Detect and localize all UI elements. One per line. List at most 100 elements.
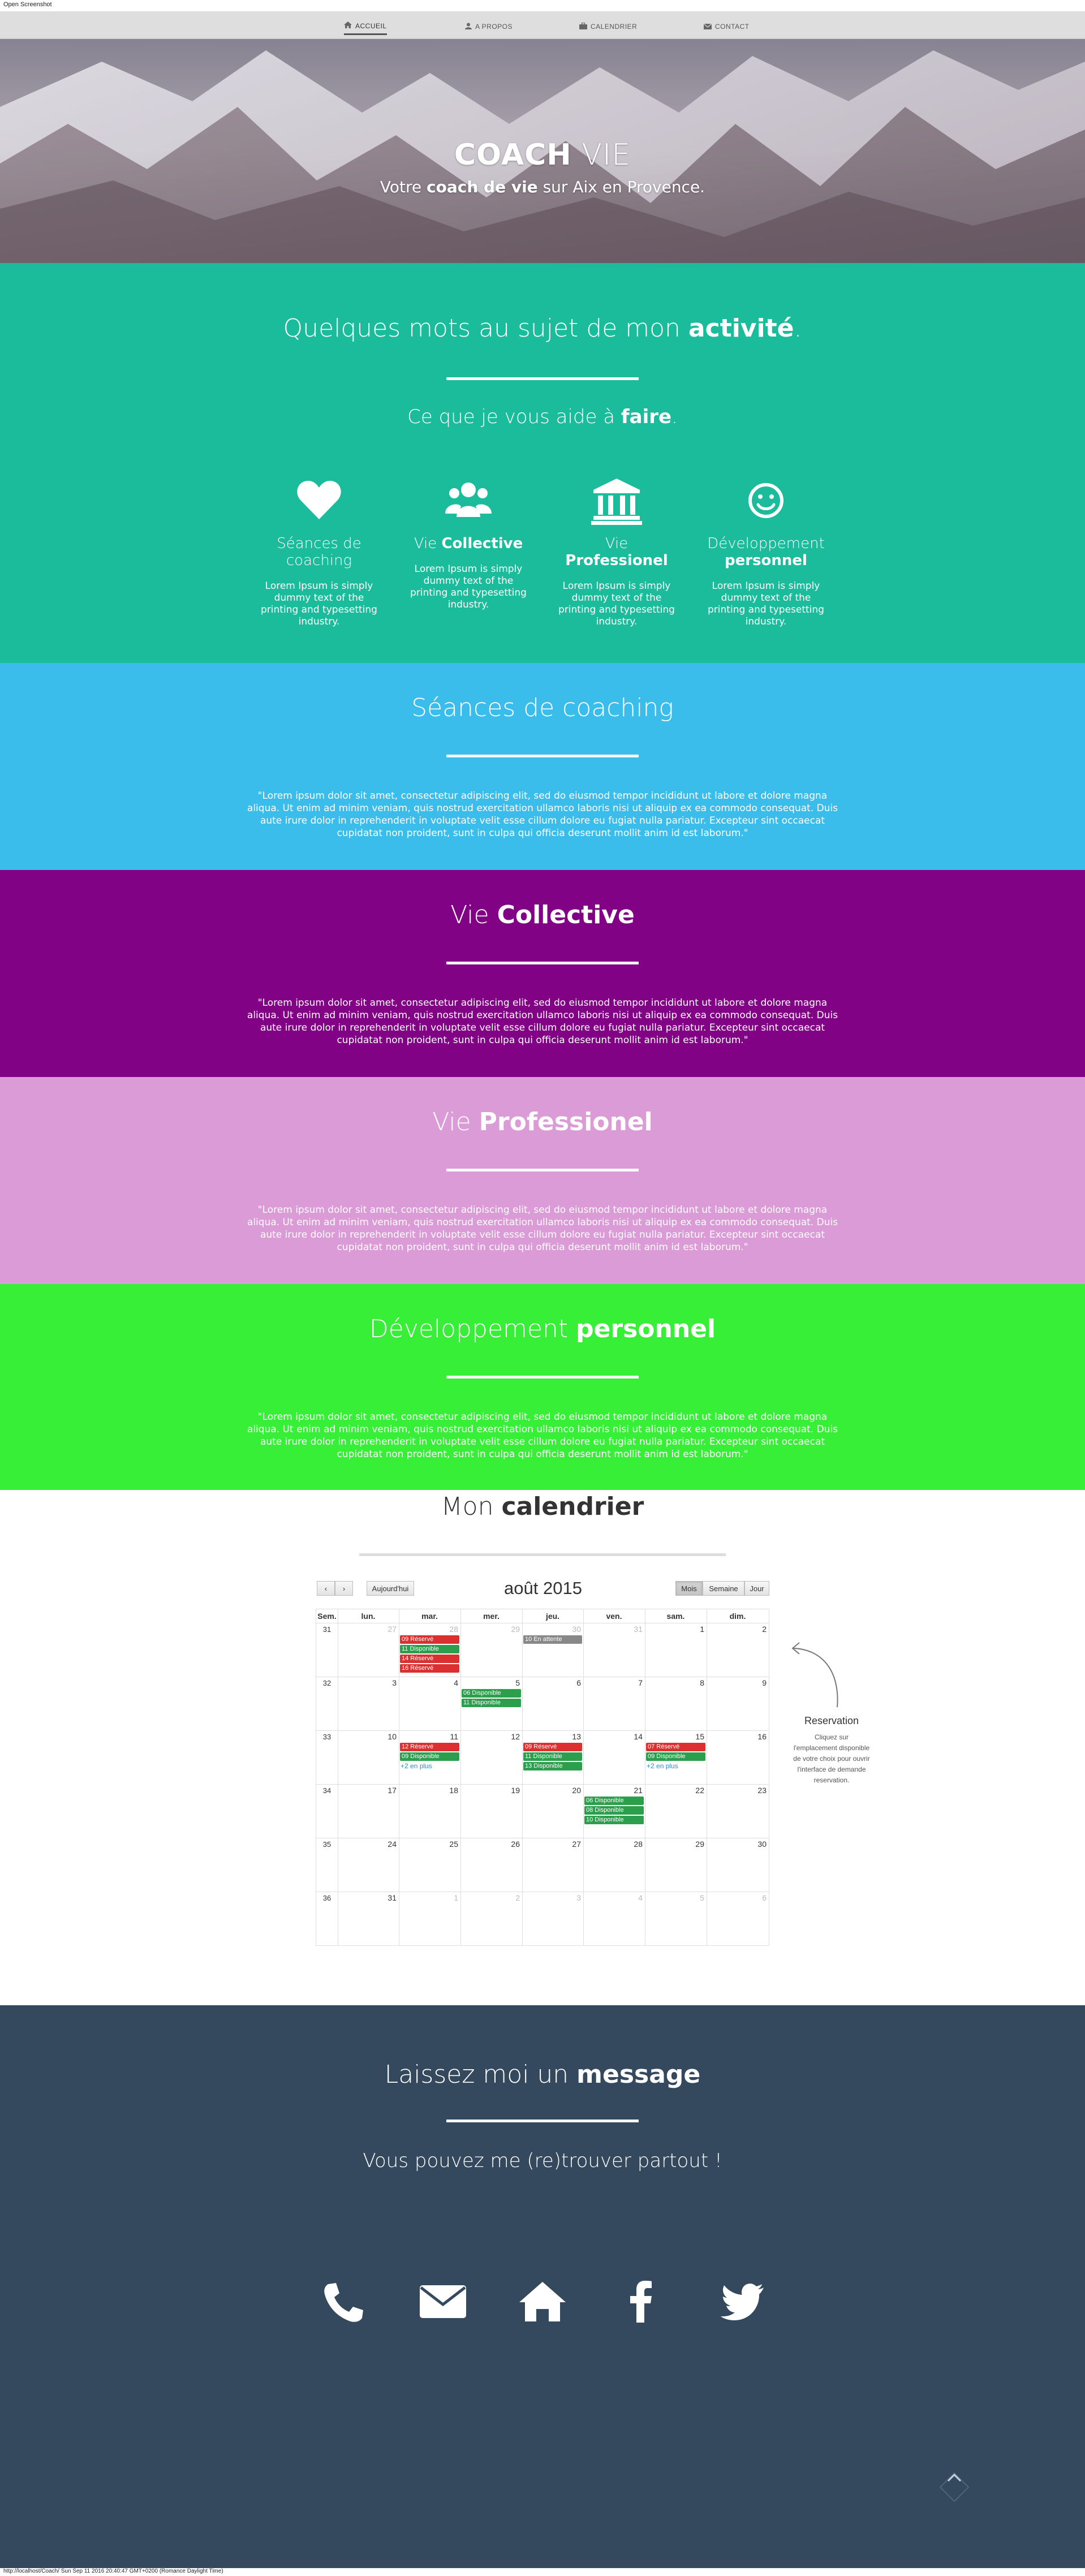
calendar-more-link[interactable]: +2 en plus [401,1762,432,1770]
calendar-next-button[interactable]: › [335,1581,353,1596]
twitter-icon[interactable] [716,2278,767,2324]
calendar-day-number[interactable]: 26 [511,1840,520,1849]
calendar-title-light: Mon [441,1492,502,1521]
calendar-day-number[interactable]: 28 [634,1840,643,1849]
collective-text: "Lorem ipsum dolor sit amet, consectetur… [247,997,838,1046]
calendar-day-number[interactable]: 5 [700,1893,704,1902]
calendar-day-number[interactable]: 14 [634,1732,643,1741]
home-icon[interactable] [517,2278,568,2324]
calendar-event[interactable]: 11 Disponible [523,1752,582,1761]
calendar-event[interactable]: 06 Disponible [584,1797,644,1805]
developpement-section: Développement personnel "Lorem ipsum dol… [0,1284,1085,1490]
calendar-day-number[interactable]: 29 [695,1840,704,1849]
calendar-view-month-button[interactable]: Mois [675,1581,703,1596]
calendar-day-number[interactable]: 17 [388,1786,397,1795]
calendar-view-day-button[interactable]: Jour [744,1581,769,1596]
feature-developpement: Développement personnel Lorem Ipsum is s… [704,475,828,628]
calendar-day-number[interactable]: 12 [511,1732,520,1741]
calendar-event[interactable]: 14 Réservé [400,1655,459,1663]
professionel-divider [446,1169,639,1171]
nav-a-propos[interactable]: A PROPOS [465,18,513,35]
calendar-day-number[interactable]: 31 [634,1625,643,1634]
calendar-day-number[interactable]: 30 [757,1840,767,1849]
calendar-event[interactable]: 06 Disponible [462,1689,521,1698]
calendar-day-number[interactable]: 27 [388,1625,397,1634]
calendar-event[interactable]: 09 Réservé [400,1635,459,1644]
calendar-day-number[interactable]: 1 [700,1625,704,1634]
calendar-day-number[interactable]: 15 [695,1732,704,1741]
activity-subtitle-post: . [671,406,678,428]
calendar-event[interactable]: 11 Disponible [400,1645,459,1653]
smile-icon [740,475,791,526]
nav-calendrier[interactable]: CALENDRIER [579,18,637,35]
calendar-day-number[interactable]: 27 [572,1840,581,1849]
calendar-day-number[interactable]: 1 [454,1893,458,1902]
calendar-day-number[interactable]: 5 [515,1678,520,1687]
calendar-event[interactable]: 13 Disponible [523,1762,582,1771]
calendar-today-button[interactable]: Aujourd'hui [367,1581,414,1596]
developpement-title-bold: personnel [576,1315,716,1343]
calendar-event[interactable]: 16 Réservé [400,1664,459,1673]
contact-title: Laissez moi un message [0,2060,1085,2089]
calendar-event[interactable]: 10 En attente [523,1635,582,1644]
phone-icon[interactable] [318,2278,369,2324]
feature-desc: Lorem Ipsum is simply dummy text of the … [261,580,377,627]
calendar-day-number[interactable]: 2 [762,1625,767,1634]
nav-accueil[interactable]: ACCUEIL [344,18,387,35]
top-navbar: ACCUEIL A PROPOS CALENDRIER CONTACT [0,11,1085,39]
calendar-day-number[interactable]: 6 [576,1678,581,1687]
calendar-day-number[interactable]: 11 [450,1732,458,1741]
calendar-day-number[interactable]: 21 [634,1786,643,1795]
hero-subtitle-bold: coach de vie [427,178,538,196]
calendar-day-number[interactable]: 20 [572,1786,581,1795]
envelope-icon[interactable] [417,2278,468,2324]
calendar-event[interactable]: 11 Disponible [462,1699,521,1707]
calendar-month-label: août 2015 [504,1578,582,1598]
calendar-day-number[interactable]: 25 [449,1840,458,1849]
calendar-event[interactable]: 09 Disponible [646,1752,705,1761]
calendar-week-number: 32 [322,1679,331,1687]
calendar-day-number[interactable]: 18 [449,1786,458,1795]
calendar-event[interactable]: 09 Réservé [523,1743,582,1751]
calendar-event[interactable]: 10 Disponible [584,1816,644,1824]
calendar-grid: Sem. lun. mar. mer. jeu. ven. sam. dim. 31 27 28 29… [316,1609,769,1946]
calendar-day-number[interactable]: 28 [449,1625,458,1634]
calendar-day-number[interactable]: 10 [388,1732,397,1741]
calendar-event[interactable]: 08 Disponible [584,1806,644,1815]
facebook-icon[interactable] [617,2278,668,2324]
calendar-day-number[interactable]: 31 [388,1893,397,1902]
calendar-day-number[interactable]: 13 [572,1732,581,1741]
calendar-day-number[interactable]: 4 [454,1678,458,1687]
back-to-top-button[interactable] [935,2467,974,2507]
calendar-day-number[interactable]: 3 [576,1893,581,1902]
calendar-day-number[interactable]: 6 [762,1893,767,1902]
calendar-event[interactable]: 12 Réservé [400,1743,459,1751]
professionel-title-light: Vie [432,1108,479,1136]
calendar-event[interactable]: 09 Disponible [400,1752,459,1761]
calendar-event[interactable]: 07 Réservé [646,1743,705,1751]
calendar-day-number[interactable]: 16 [757,1732,767,1741]
calendar-day-number[interactable]: 8 [700,1678,704,1687]
calendar-day-number[interactable]: 19 [511,1786,520,1795]
calendar-day-number[interactable]: 30 [572,1625,581,1634]
calendar-more-link[interactable]: +2 en plus [647,1762,678,1770]
calendar-day-number[interactable]: 9 [762,1678,767,1687]
user-icon [465,23,472,31]
calendar-view-week-button[interactable]: Semaine [703,1581,744,1596]
heart-icon [294,475,345,526]
calendar-day-number[interactable]: 29 [511,1625,520,1634]
hero-title-bold: COACH [454,138,572,172]
feature-desc: Lorem Ipsum is simply dummy text of the … [708,580,824,627]
calendar-day-number[interactable]: 23 [757,1786,767,1795]
calendar-day-number[interactable]: 2 [515,1893,520,1902]
calendar-day-number[interactable]: 7 [638,1678,643,1687]
calendar-day-number[interactable]: 3 [392,1678,397,1687]
calendar-day-number[interactable]: 24 [388,1840,397,1849]
calendar-day-number[interactable]: 4 [638,1893,643,1902]
calendar-column-header: mar. [421,1612,438,1621]
nav-contact[interactable]: CONTACT [703,18,750,35]
calendar-prev-button[interactable]: ‹ [317,1581,335,1596]
contact-title-pre: Laissez moi un [384,2060,577,2089]
calendar-day-number[interactable]: 22 [695,1786,704,1795]
feature-name-bold: personnel [725,552,807,569]
